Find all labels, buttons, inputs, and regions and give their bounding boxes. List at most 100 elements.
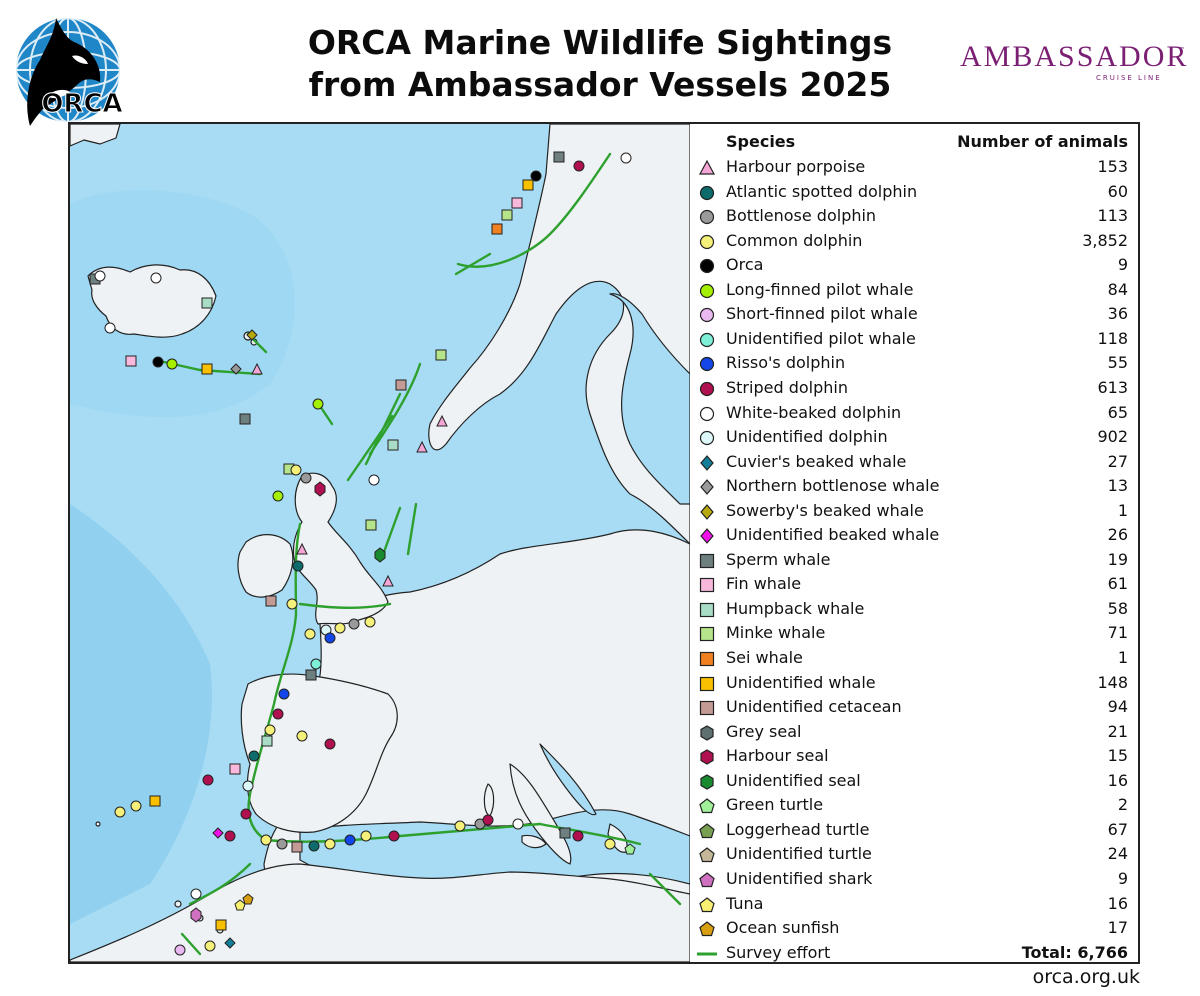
legend-symbol-diamond <box>700 528 714 545</box>
legend-row: Green turtle 2 <box>690 793 1138 818</box>
legend-species-name: Long-finned pilot whale <box>726 279 914 299</box>
legend-symbol-circle <box>699 283 715 298</box>
marker-northern-bottlenose-whale <box>230 363 242 375</box>
legend-row: Grey seal 21 <box>690 720 1138 745</box>
marker-white-beaked-dolphin <box>150 272 162 284</box>
legend-species-count: 1 <box>1117 648 1128 667</box>
legend-symbol-pentagon <box>699 921 715 937</box>
legend-species-name: Cuvier's beaked whale <box>726 451 907 471</box>
legend-species-name: Ocean sunfish <box>726 918 840 938</box>
legend-symbol-square <box>699 578 715 593</box>
marker-sperm-whale <box>305 669 317 681</box>
legend-species-name: Common dolphin <box>726 230 863 250</box>
legend-symbol-line <box>697 952 717 956</box>
legend-row: Loggerhead turtle 67 <box>690 818 1138 843</box>
marker-green-turtle <box>624 843 636 855</box>
marker-common-dolphin <box>454 820 466 832</box>
legend-species-name: Unidentified turtle <box>726 844 872 864</box>
marker-humpback-whale <box>201 297 213 309</box>
marker-minke-whale <box>501 209 513 221</box>
legend-species-count: 58 <box>1107 598 1128 618</box>
marker-sperm-whale <box>559 827 571 839</box>
ambassador-logo-tm: ™ <box>1178 46 1185 54</box>
legend-species-name: Tuna <box>726 893 764 913</box>
legend-symbol-square <box>699 700 715 716</box>
legend-symbol-pentagon <box>699 823 715 838</box>
legend-species-count: 71 <box>1107 623 1128 643</box>
scandinavia-land <box>428 124 690 545</box>
marker-common-dolphin <box>114 806 126 818</box>
legend-species-name: Grey seal <box>726 721 802 741</box>
marker-striped-dolphin <box>573 160 585 172</box>
marker-harbour-porpoise <box>382 574 394 587</box>
legend-row: Unidentified pilot whale 118 <box>690 327 1138 352</box>
legend-row: Humpback whale 58 <box>690 597 1138 622</box>
legend-symbol-circle <box>699 430 715 446</box>
legend-row: Unidentified turtle 24 <box>690 842 1138 867</box>
deep-ocean-west <box>70 504 212 924</box>
legend-species-name: Sei whale <box>726 648 803 667</box>
legend-species-count: 153 <box>1097 157 1128 176</box>
marker-white-beaked-dolphin <box>94 270 106 282</box>
marker-short-finned-pilot-whale <box>174 944 186 956</box>
marker-bottlenose-dolphin <box>276 838 288 850</box>
legend-row: Sperm whale 19 <box>690 548 1138 573</box>
marker-white-beaked-dolphin <box>190 888 202 900</box>
legend-species-name: Unidentified seal <box>726 770 861 790</box>
legend-species-count: 27 <box>1107 451 1128 471</box>
legend-row: Unidentified shark 9 <box>690 867 1138 892</box>
legend-symbol-circle <box>699 357 715 372</box>
marker-harbour-porpoise <box>436 414 448 427</box>
legend-row: Sei whale 1 <box>690 646 1138 671</box>
legend-species-name: Unidentified beaked whale <box>726 525 940 545</box>
legend-species-count: 9 <box>1117 868 1128 888</box>
legend-symbol-square <box>699 627 715 642</box>
legend-species-count: 26 <box>1107 525 1128 545</box>
legend-row: Sowerby's beaked whale 1 <box>690 499 1138 524</box>
marker-common-dolphin <box>296 730 308 742</box>
legend-species-count: 65 <box>1107 402 1128 422</box>
sightings-map[interactable] <box>70 124 690 962</box>
marker-sperm-whale <box>239 413 251 425</box>
legend-species-count: 55 <box>1107 353 1128 373</box>
legend-species-name: Short-finned pilot whale <box>726 304 918 324</box>
legend-species-count: 613 <box>1097 377 1128 397</box>
ambassador-logo-subtitle: CRUISE LINE <box>1096 74 1162 82</box>
legend-panel: Species Number of animals Harbour porpoi… <box>690 124 1138 962</box>
legend-row: Striped dolphin 613 <box>690 376 1138 401</box>
legend-symbol-square <box>699 602 715 617</box>
legend-species-name: Unidentified whale <box>726 672 876 692</box>
marker-white-beaked-dolphin <box>620 152 632 164</box>
legend-row: Short-finned pilot whale 36 <box>690 302 1138 327</box>
marker-common-dolphin <box>334 622 346 634</box>
legend-symbol-circle <box>699 259 715 274</box>
title-line-2: from Ambassador Vessels 2025 <box>308 65 892 104</box>
marker-humpback-whale <box>387 439 399 451</box>
legend-species-name: Humpback whale <box>726 598 865 618</box>
legend-species-count: 9 <box>1117 255 1128 275</box>
marker-unidentified-pilot-whale <box>310 658 322 670</box>
legend-symbol-circle <box>699 381 715 397</box>
legend-species-count: 902 <box>1097 427 1128 447</box>
marker-sei-whale <box>491 223 503 235</box>
legend-species-count: 21 <box>1107 721 1128 741</box>
legend-species-count: 16 <box>1107 893 1128 913</box>
orca-silhouette <box>27 18 101 126</box>
legend-row: Tuna 16 <box>690 892 1138 917</box>
footer-url[interactable]: orca.org.uk <box>1032 966 1140 988</box>
legend-row: Long-finned pilot whale 84 <box>690 278 1138 303</box>
marker-common-dolphin <box>604 838 616 850</box>
marker-common-dolphin <box>290 464 302 476</box>
legend-species-name: Unidentified shark <box>726 868 873 888</box>
legend-species-count: 16 <box>1107 770 1128 790</box>
legend-species-header: Species <box>726 132 796 151</box>
legend-species-count: 118 <box>1097 328 1128 348</box>
effort-line-norway-north <box>456 152 612 268</box>
marker-unidentified-shark <box>190 907 202 923</box>
marker-atlantic-spotted-dolphin <box>292 560 304 572</box>
marker-common-dolphin <box>260 834 272 846</box>
legend-symbol-pentagon <box>699 896 715 912</box>
legend-symbol-square <box>699 553 715 568</box>
legend-symbol-pentagon <box>699 798 715 814</box>
marker-atlantic-spotted-dolphin <box>308 840 320 852</box>
